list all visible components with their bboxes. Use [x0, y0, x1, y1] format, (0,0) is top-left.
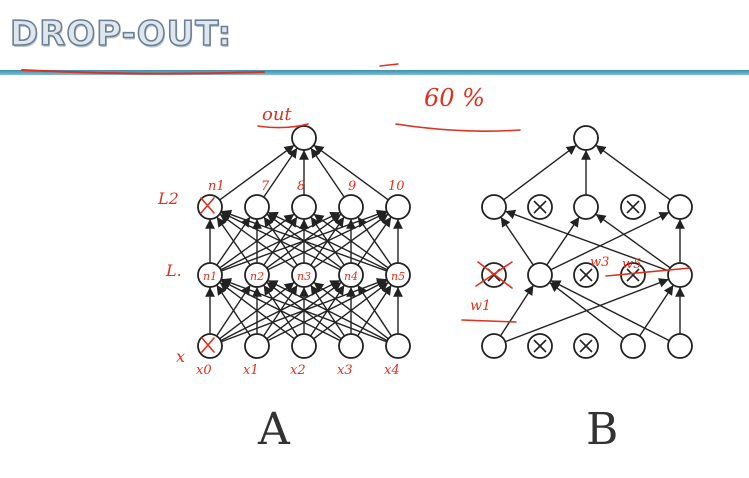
- edge-a-l1-l2: [221, 209, 387, 272]
- note-hidden-mark-1: n2: [250, 270, 264, 283]
- title-underline-rule: [0, 70, 749, 75]
- note-w-line: [605, 267, 691, 277]
- note-hidden-mark-3: n4: [344, 270, 358, 283]
- b-l1-node-4: [667, 262, 693, 288]
- edge-a-l1-l2: [357, 216, 392, 266]
- b-l2-node-3-x: [626, 200, 640, 214]
- note-x: x: [176, 347, 185, 366]
- edge-b-l2-out: [503, 144, 577, 201]
- edge-b-l2-out: [595, 144, 671, 201]
- edge-a-l1-l2: [220, 211, 341, 271]
- edge-a-l1-l2: [216, 216, 251, 266]
- edge-a-in-l1: [220, 278, 388, 343]
- a-input-node-4: [385, 333, 411, 359]
- note-w5: w5: [622, 257, 641, 272]
- note-top-mark-2: 8: [297, 179, 305, 194]
- note-top-mark-3: 9: [348, 179, 356, 194]
- b-input-node-1-x: [533, 339, 547, 353]
- edge-a-in-l1: [267, 279, 388, 342]
- note-l2-scribble: [200, 197, 215, 214]
- note-top-mark-0: n1: [208, 179, 225, 194]
- note-dash: [379, 63, 399, 67]
- page-title: DROP-OUT:: [9, 13, 233, 55]
- note-w1: w1: [470, 298, 491, 314]
- network-b-edges: [499, 144, 685, 343]
- note-w3: w3: [590, 255, 609, 270]
- edge-b-l1-l2: [546, 216, 580, 266]
- edge-a-in-l1: [220, 279, 341, 342]
- b-l1-node-2-x: [579, 268, 593, 282]
- b-l2-node-1-x: [533, 200, 547, 214]
- annotations: out 60 % L2 L. x n1 7 8 9 10 n1 n2 n3 n4 n5 x0 x1 x2 x3 x4 w…: [21, 63, 691, 378]
- note-out: out: [262, 104, 292, 125]
- edge-b-l1-l2: [505, 209, 669, 272]
- a-l2-node-2: [291, 194, 317, 220]
- network-a-edges: [205, 144, 403, 343]
- a-input-node-2: [291, 333, 317, 359]
- b-l2-node-2: [573, 194, 599, 220]
- note-hidden-mark-2: n3: [297, 270, 311, 283]
- label-network-b: B: [586, 404, 619, 455]
- edge-a-in-l1: [357, 284, 392, 337]
- edge-a-l2-out: [313, 144, 389, 201]
- b-input-node-4: [667, 333, 693, 359]
- edge-a-l1-l2: [313, 213, 389, 269]
- note-input-name-4: x4: [384, 363, 400, 378]
- note-dropout-rate: 60 %: [424, 84, 485, 112]
- edge-b-in-l1: [549, 281, 624, 340]
- b-output-node: [573, 125, 599, 151]
- edge-a-in-l1: [219, 281, 295, 340]
- note-l2: L2: [157, 189, 179, 208]
- title-red-underline: [21, 69, 265, 75]
- a-l2-node-4: [385, 194, 411, 220]
- edge-a-l1-l2: [267, 211, 388, 271]
- note-l1: L.: [165, 261, 182, 280]
- edge-a-l2-out: [310, 147, 345, 198]
- note-input-name-0: x0: [196, 363, 212, 378]
- note-hidden-mark-4: n5: [391, 270, 405, 283]
- b-l2-node-0: [481, 194, 507, 220]
- edge-b-in-l1: [499, 284, 535, 337]
- b-input-node-0: [481, 333, 507, 359]
- note-top-mark-1: 7: [261, 179, 270, 194]
- b-input-node-3: [620, 333, 646, 359]
- edge-a-l1-l2: [219, 213, 295, 269]
- note-input-name-1: x1: [243, 363, 259, 378]
- a-l2-node-3: [338, 194, 364, 220]
- a-input-node-1: [244, 333, 270, 359]
- a-output-node: [291, 125, 317, 151]
- note-w1-line: [461, 319, 517, 323]
- edge-b-in-l1: [550, 279, 670, 342]
- note-hidden-mark-0: n1: [203, 270, 217, 283]
- a-l1-node-0: [197, 262, 223, 288]
- a-l1-node-3: [338, 262, 364, 288]
- b-l1-node-1: [527, 262, 553, 288]
- note-input-name-2: x2: [290, 363, 306, 378]
- b-l1-node-3-x: [626, 268, 640, 282]
- note-top-mark-4: 10: [388, 179, 405, 194]
- edge-b-l1-l2: [550, 211, 670, 271]
- note-input-scribble: [201, 337, 215, 353]
- a-l1-node-2: [291, 262, 317, 288]
- a-l1-node-4: [385, 262, 411, 288]
- a-input-node-3: [338, 333, 364, 359]
- b-input-node-2-x: [579, 339, 593, 353]
- edge-b-in-l1: [639, 284, 674, 337]
- edge-a-l2-out: [219, 144, 295, 201]
- a-l2-node-1: [244, 194, 270, 220]
- label-network-a: A: [258, 404, 290, 455]
- a-l1-node-1: [244, 262, 270, 288]
- edge-a-in-l1: [313, 281, 389, 340]
- edge-a-in-l1: [216, 284, 251, 337]
- note-input-name-3: x3: [337, 363, 353, 378]
- edge-a-l2-out: [263, 147, 298, 198]
- note-b-cross: [475, 261, 513, 289]
- note-out-underline: [257, 123, 309, 129]
- note-rate-underline: [395, 123, 521, 132]
- b-l2-node-4: [667, 194, 693, 220]
- edge-b-l1-l2: [500, 216, 534, 266]
- edge-b-l1-l2: [595, 213, 671, 269]
